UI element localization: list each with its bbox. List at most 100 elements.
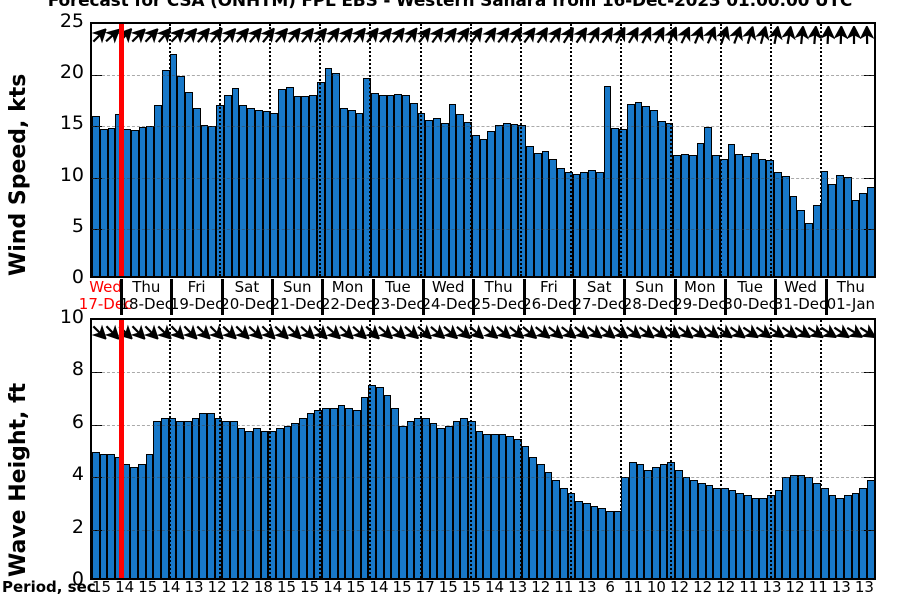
horizontal-gridline bbox=[92, 228, 874, 230]
day-of-week-label: Tue bbox=[385, 278, 411, 296]
bar bbox=[452, 420, 461, 578]
axis-tick-mark bbox=[864, 372, 874, 374]
bar bbox=[657, 120, 666, 276]
wind-y-tick-labels: 0 5 10 15 20 25 bbox=[44, 12, 84, 287]
bar bbox=[214, 418, 223, 578]
bar bbox=[705, 485, 714, 578]
wave-height-plot[interactable] bbox=[90, 318, 876, 580]
bar bbox=[237, 428, 246, 578]
day-gridline bbox=[669, 24, 672, 276]
period-value: 10 bbox=[646, 578, 666, 596]
period-value: 13 bbox=[577, 578, 597, 596]
day-label-cell: Thu 18-Dec bbox=[120, 279, 174, 317]
period-value: 13 bbox=[831, 578, 851, 596]
axis-tick-mark bbox=[92, 529, 102, 531]
bar bbox=[744, 495, 752, 578]
bar bbox=[268, 430, 277, 578]
bar bbox=[851, 492, 860, 578]
y-tick-label: 4 bbox=[71, 463, 84, 486]
bar bbox=[774, 172, 782, 276]
day-separator bbox=[120, 279, 124, 315]
period-value: 11 bbox=[623, 578, 643, 596]
day-date-label: 25-Dec bbox=[471, 295, 526, 313]
day-separator bbox=[321, 279, 325, 315]
day-of-week-label: Thu bbox=[484, 278, 513, 296]
horizontal-gridline bbox=[92, 477, 874, 479]
bar bbox=[153, 420, 162, 578]
bar bbox=[572, 174, 581, 276]
bar bbox=[177, 76, 185, 276]
y-tick-label: 2 bbox=[71, 515, 84, 538]
day-label-cell: Wed 24-Dec bbox=[421, 279, 475, 317]
bar bbox=[207, 412, 215, 578]
axis-tick-mark bbox=[92, 372, 102, 374]
day-separator bbox=[170, 279, 174, 315]
day-gridline bbox=[369, 24, 372, 276]
bar bbox=[425, 119, 433, 276]
bar bbox=[130, 129, 139, 276]
bar bbox=[782, 477, 791, 578]
bar bbox=[751, 498, 760, 578]
bar bbox=[309, 94, 317, 276]
bar bbox=[851, 200, 860, 276]
wind-bar-series bbox=[92, 24, 874, 276]
day-gridline bbox=[319, 24, 322, 276]
bar bbox=[270, 112, 278, 276]
wave-bar-series bbox=[92, 320, 874, 578]
bar bbox=[475, 430, 484, 578]
bar bbox=[529, 456, 537, 578]
axis-tick-mark bbox=[864, 228, 874, 230]
period-value: 15 bbox=[276, 578, 297, 596]
bar bbox=[332, 73, 340, 276]
bar bbox=[467, 420, 476, 578]
period-axis-label: Period, sec bbox=[2, 578, 96, 596]
bar bbox=[805, 477, 814, 578]
wind-speed-plot[interactable] bbox=[90, 22, 876, 278]
bar bbox=[595, 172, 604, 276]
bar bbox=[721, 487, 729, 578]
bar bbox=[487, 130, 495, 276]
bar bbox=[293, 95, 302, 276]
bar bbox=[626, 103, 635, 276]
day-label-cell: Wed 17-Dec bbox=[79, 278, 133, 317]
day-date-label: 24-Dec bbox=[421, 295, 475, 313]
day-label-band: Wed 17-Dec Thu 18-Dec Fri 19-Dec Sat 20-Dec Sun 2… bbox=[79, 278, 876, 317]
bar bbox=[836, 175, 844, 276]
day-of-week-label: Fri bbox=[539, 278, 558, 296]
day-gridline bbox=[619, 24, 622, 276]
bar bbox=[502, 122, 511, 276]
bar bbox=[559, 487, 568, 578]
day-gridline bbox=[219, 24, 222, 276]
day-gridline bbox=[569, 320, 572, 578]
day-separator bbox=[271, 279, 275, 315]
bar bbox=[843, 495, 852, 578]
bar bbox=[611, 127, 619, 276]
day-gridline bbox=[369, 320, 372, 578]
day-separator bbox=[422, 279, 426, 315]
day-gridline bbox=[820, 24, 823, 276]
horizontal-gridline bbox=[92, 177, 874, 179]
horizontal-gridline bbox=[92, 126, 874, 128]
bar bbox=[99, 128, 108, 276]
day-date-label: 19-Dec bbox=[169, 295, 224, 313]
day-date-label: 28-Dec bbox=[622, 295, 677, 313]
day-label-cell: Fri 19-Dec bbox=[169, 279, 224, 317]
period-value: 14 bbox=[485, 578, 505, 596]
day-separator bbox=[522, 279, 526, 315]
day-of-week-label: Mon bbox=[684, 278, 716, 296]
bar bbox=[191, 418, 200, 578]
bar bbox=[223, 94, 232, 276]
bar bbox=[253, 428, 261, 578]
day-label-cell: Sun 21-Dec bbox=[270, 279, 324, 317]
bar bbox=[276, 428, 284, 578]
horizontal-gridline bbox=[92, 372, 874, 374]
bar bbox=[642, 105, 650, 276]
horizontal-gridline bbox=[92, 75, 874, 77]
bar bbox=[146, 125, 154, 276]
day-of-week-label: Wed bbox=[89, 278, 122, 296]
period-value: 11 bbox=[808, 578, 828, 596]
day-gridline bbox=[469, 24, 472, 276]
bar bbox=[192, 107, 201, 276]
period-value: 15 bbox=[138, 578, 158, 596]
